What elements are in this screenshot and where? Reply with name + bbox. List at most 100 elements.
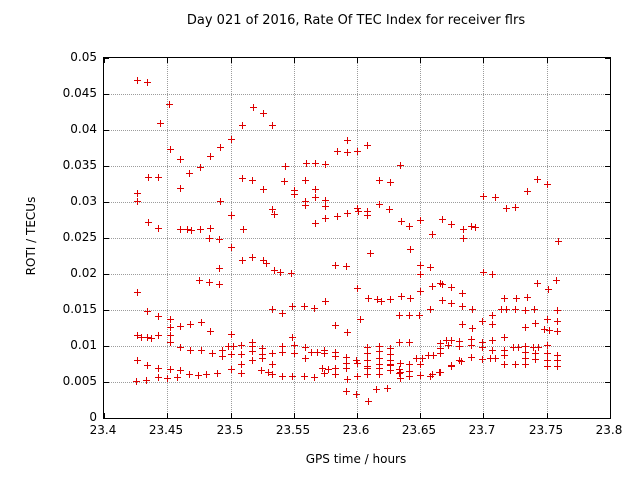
- data-point: [225, 343, 232, 350]
- data-point: [207, 328, 214, 335]
- data-point: [387, 351, 394, 358]
- data-point: [437, 350, 444, 357]
- data-point: [498, 306, 505, 313]
- data-point: [134, 357, 141, 364]
- x-tick-mark: [420, 58, 421, 63]
- data-point: [344, 329, 351, 336]
- data-point: [174, 374, 181, 381]
- data-point: [448, 300, 455, 307]
- data-point: [138, 334, 145, 341]
- data-point: [373, 386, 380, 393]
- data-point: [259, 355, 266, 362]
- data-point: [343, 360, 350, 367]
- y-tick-label: 0: [89, 410, 97, 424]
- data-point: [357, 316, 364, 323]
- data-point: [376, 355, 383, 362]
- data-point: [472, 224, 479, 231]
- data-point: [260, 110, 267, 117]
- data-point: [269, 361, 276, 368]
- data-point: [376, 343, 383, 350]
- data-point: [311, 305, 318, 312]
- data-point: [376, 365, 383, 372]
- data-point: [417, 262, 424, 269]
- data-point: [259, 345, 266, 352]
- data-point: [239, 175, 246, 182]
- data-point: [365, 295, 372, 302]
- y-tick-label: 0.025: [62, 230, 97, 244]
- data-point: [249, 339, 256, 346]
- x-tick-mark: [610, 58, 611, 63]
- y-tick-mark: [104, 166, 109, 167]
- data-point: [376, 371, 383, 378]
- data-point: [332, 353, 339, 360]
- data-point: [322, 298, 329, 305]
- data-point: [301, 373, 308, 380]
- data-point: [219, 353, 226, 360]
- data-point: [209, 350, 216, 357]
- data-point: [532, 350, 539, 357]
- data-point: [207, 225, 214, 232]
- data-point: [367, 250, 374, 257]
- y-tick-mark: [605, 130, 610, 131]
- data-point: [376, 177, 383, 184]
- data-point: [541, 326, 548, 333]
- data-point: [312, 160, 319, 167]
- data-point: [301, 303, 308, 310]
- data-point: [524, 294, 531, 301]
- data-point: [322, 161, 329, 168]
- data-point: [544, 363, 551, 370]
- data-point: [487, 355, 494, 362]
- data-point: [355, 208, 362, 215]
- data-point: [544, 357, 551, 364]
- data-point: [334, 148, 341, 155]
- data-point: [332, 349, 339, 356]
- data-point: [456, 357, 463, 364]
- data-point: [291, 191, 298, 198]
- data-point: [417, 217, 424, 224]
- data-point: [167, 324, 174, 331]
- data-point: [459, 303, 466, 310]
- data-point: [406, 373, 413, 380]
- data-point: [314, 349, 321, 356]
- data-point: [228, 331, 235, 338]
- data-point: [177, 367, 184, 374]
- data-point: [186, 371, 193, 378]
- data-point: [354, 205, 361, 212]
- data-point: [480, 269, 487, 276]
- x-tick-mark: [547, 413, 548, 418]
- data-point: [288, 270, 295, 277]
- y-tick-mark: [104, 238, 109, 239]
- data-point: [198, 347, 205, 354]
- data-point: [155, 225, 162, 232]
- data-point: [522, 324, 529, 331]
- data-point: [364, 350, 371, 357]
- data-point: [258, 367, 265, 374]
- data-point: [545, 286, 552, 293]
- data-point: [489, 337, 496, 344]
- data-point: [503, 205, 510, 212]
- data-point: [228, 136, 235, 143]
- x-tick-label: 23.55: [275, 423, 311, 437]
- y-tick-mark: [605, 346, 610, 347]
- data-point: [263, 260, 270, 267]
- data-point: [427, 264, 434, 271]
- data-point: [437, 340, 444, 347]
- data-point: [271, 267, 278, 274]
- data-point: [303, 160, 310, 167]
- data-point: [239, 257, 246, 264]
- x-tick-mark: [167, 413, 168, 418]
- data-point: [406, 223, 413, 230]
- data-point: [343, 388, 350, 395]
- data-point: [456, 343, 463, 350]
- data-point: [554, 318, 561, 325]
- y-tick-mark: [104, 94, 109, 95]
- y-tick-mark: [104, 58, 109, 59]
- data-point: [378, 298, 385, 305]
- data-point: [398, 218, 405, 225]
- data-point: [302, 344, 309, 351]
- data-point: [364, 371, 371, 378]
- data-point: [167, 316, 174, 323]
- data-point: [460, 235, 467, 242]
- y-tick-mark: [104, 202, 109, 203]
- data-point: [184, 226, 191, 233]
